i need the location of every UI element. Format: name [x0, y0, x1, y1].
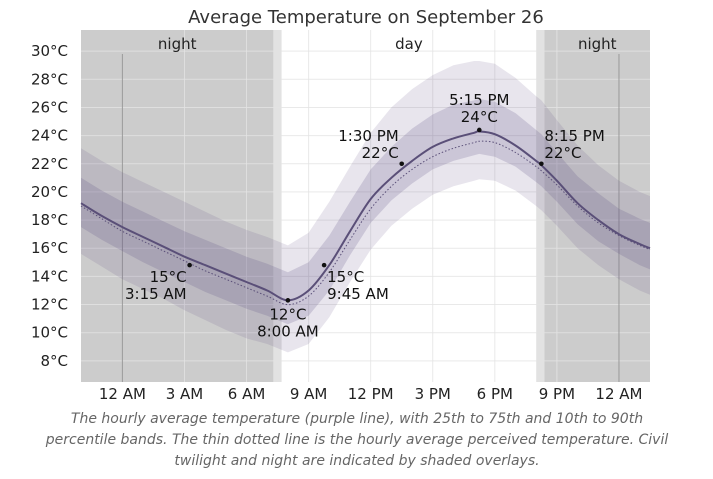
annotation-point	[285, 298, 291, 303]
annotation-time: 9:45 AM	[327, 285, 389, 303]
region-label-night: night	[578, 35, 617, 53]
chart-title: Average Temperature on September 26	[188, 7, 544, 28]
x-tick-label: 6 AM	[228, 385, 266, 403]
annotation-point	[477, 127, 482, 133]
annotation-point	[321, 262, 327, 268]
y-axis-tick-labels: 8°C 10°C 12°C 14°C 16°C 18°C 20°C 22°C 24°C 26°C 2…	[31, 42, 68, 370]
region-twilight	[273, 30, 282, 382]
x-tick-label: 3 AM	[166, 385, 204, 403]
region-label-day: day	[395, 35, 423, 53]
x-tick-label: 9 AM	[290, 385, 328, 403]
region-twilight	[536, 30, 545, 382]
day-night-regions	[81, 30, 650, 382]
x-tick-label: 12 AM	[99, 385, 146, 403]
y-tick-label: 18°C	[31, 211, 68, 229]
y-tick-label: 20°C	[31, 183, 68, 201]
annotation-time: 5:15 PM	[449, 91, 509, 109]
annotation-points	[187, 127, 544, 303]
x-tick-label: 9 PM	[539, 385, 575, 403]
chart-caption: The hourly average temperature (purple l…	[45, 411, 669, 469]
y-tick-label: 10°C	[31, 324, 68, 342]
annotation-time: 3:15 AM	[125, 285, 187, 303]
y-tick-label: 22°C	[31, 155, 68, 173]
annotation-temp: 15°C	[327, 268, 364, 286]
band-25-75-percentile	[81, 99, 650, 325]
annotation-temp: 15°C	[150, 268, 187, 286]
x-tick-label: 12 AM	[595, 385, 642, 403]
region-label-night: night	[158, 35, 197, 53]
annotation-point	[399, 161, 405, 167]
temperature-lines	[80, 130, 651, 306]
annotation-temp: 12°C	[269, 305, 306, 323]
grid-lines	[81, 30, 650, 382]
y-tick-label: 26°C	[31, 98, 68, 116]
annotation-point	[539, 161, 544, 167]
x-tick-label: 6 PM	[477, 385, 513, 403]
y-tick-label: 14°C	[31, 267, 68, 285]
y-tick-label: 12°C	[31, 296, 68, 314]
annotation-time: 1:30 PM	[338, 127, 398, 145]
region-day	[281, 30, 537, 382]
annotation-time: 8:00 AM	[257, 322, 319, 340]
y-tick-label: 8°C	[40, 352, 68, 370]
region-night	[81, 30, 274, 382]
y-tick-label: 30°C	[31, 42, 68, 60]
x-tick-label: 12 PM	[348, 385, 394, 403]
perceived-temperature-line	[80, 140, 651, 306]
region-night	[544, 30, 650, 382]
annotation-temp: 22°C	[362, 144, 399, 162]
y-tick-label: 16°C	[31, 239, 68, 257]
x-axis-tick-labels: 12 AM 3 AM 6 AM 9 AM 12 PM 3 PM 6 PM 9 PM 12 AM	[99, 385, 643, 403]
annotation-temp: 22°C	[544, 144, 581, 162]
y-tick-label: 28°C	[31, 70, 68, 88]
x-tick-label: 3 PM	[415, 385, 451, 403]
temperature-chart: Average Temperature on September 26 15°C…	[31, 7, 651, 403]
average-temperature-line	[80, 130, 651, 302]
y-tick-label: 24°C	[31, 127, 68, 145]
annotation-temp: 24°C	[461, 108, 498, 126]
annotation-time: 8:15 PM	[544, 127, 604, 145]
annotation-point	[187, 262, 192, 268]
region-labels: night day night	[158, 35, 617, 53]
